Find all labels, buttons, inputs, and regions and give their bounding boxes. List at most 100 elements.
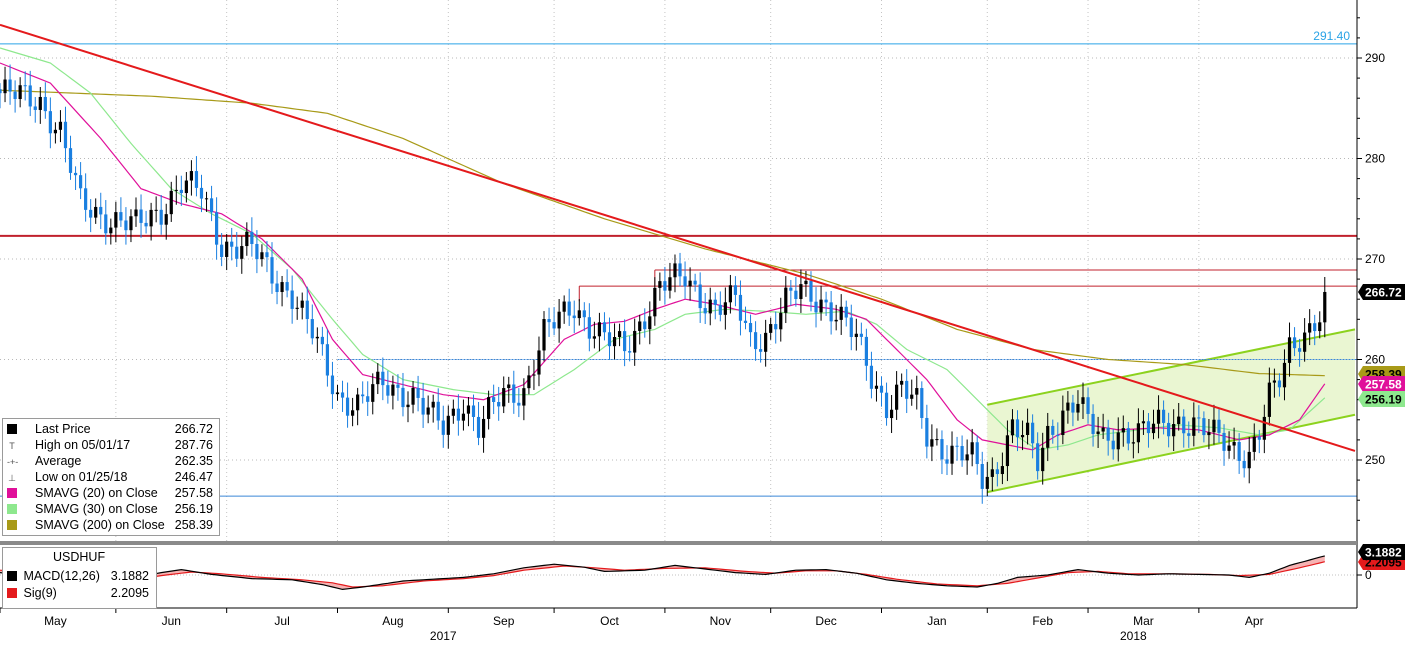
candle-body [879,385,884,393]
candle-body [743,320,748,323]
candle-body [915,388,919,395]
candle-body [225,241,229,257]
candle-body [1010,419,1015,436]
candle-body [1277,380,1282,388]
candle-body [1287,337,1292,363]
candle-body [94,206,98,218]
candle-body [708,299,712,314]
candle-body [1308,323,1312,333]
candle-body [1076,403,1080,413]
x-tick-label: Mar [1133,614,1154,628]
legend-swatch [7,571,17,581]
candle-body [1041,447,1045,472]
candle-body [854,333,858,338]
candle-body [58,121,63,130]
candle-body [713,299,717,305]
candle-body [869,365,874,389]
candle-body [1000,466,1004,475]
candle-body [199,187,204,199]
macd-legend: USDHUF MACD(12,26) 3.1882 Sig(9) 2.2095 [2,547,157,609]
candle-body [1212,419,1216,433]
candle-body [119,212,123,221]
candle-body [1066,402,1070,411]
candle-body [925,417,929,447]
candle-body [38,96,42,110]
candle-body [774,324,778,330]
macd-tag-bg [1358,544,1405,560]
candle-body [204,198,209,200]
legend-swatch [7,588,17,598]
legend-label: Average [35,454,82,468]
price-tag: 257.58 [1358,376,1405,392]
candle-body [920,388,924,418]
legend-label: SMAVG (20) on Close [35,486,158,500]
candle-body [340,392,345,398]
candle-body [930,439,934,447]
candle-body [859,333,863,337]
legend-swatch [7,520,17,530]
candle-body [703,308,707,314]
candle-body [154,209,158,211]
x-tick-label: Jul [274,614,289,628]
candle-body [194,171,199,188]
candle-body [416,388,420,398]
candle-body [295,307,299,309]
candle-body [53,129,58,134]
candle-body [1177,416,1181,425]
legend-item-last-price: Last Price 266.72 [7,422,217,437]
candle-body [351,410,355,416]
candle-body [406,404,410,408]
candle-body [809,280,813,302]
candle-body [769,324,773,333]
panel-divider [0,541,1357,545]
candle-body [905,380,909,399]
candle-body [612,337,617,347]
candle-body [149,209,153,227]
candle-body [245,231,249,247]
candle-body [617,331,622,338]
y-tick-label: 290 [1365,51,1385,65]
candle-body [28,85,32,107]
candle-body [446,415,450,435]
candle-body [1151,423,1156,434]
candle-body [1046,425,1050,448]
moving-averages [0,47,1326,451]
candle-body [638,321,642,331]
candle-body [814,301,818,313]
x-year-label: 2018 [1120,629,1147,643]
candle-body [975,442,979,465]
candle-body [305,300,309,320]
candle-body [1141,421,1146,424]
candle-body [235,246,239,259]
legend-label: Low on 01/25/18 [35,470,128,484]
legend-item-average: -+- Average 262.35 [7,454,217,469]
legend-label: SMAVG (30) on Close [35,502,158,516]
candle-body [537,350,541,375]
candle-body [230,241,234,247]
legend-swatch [7,424,17,434]
legend-value: 256.19 [174,502,213,516]
candle-body [265,252,269,258]
candle-body [804,280,808,285]
candle-body [1222,432,1226,451]
x-tick-label: Apr [1245,614,1264,628]
legend-label: Last Price [35,422,91,436]
candle-body [209,198,214,213]
candle-body [481,418,486,438]
candle-body [1262,416,1266,440]
legend-value: 266.72 [174,422,213,436]
candle-body [985,476,989,489]
candle-body [572,315,576,319]
candle-body [799,284,803,300]
candle-body [471,405,476,417]
candle-body [1237,441,1241,461]
candle-body [1167,422,1171,437]
candle-body [733,285,738,295]
candle-body [512,384,516,403]
x-tick-label: Jun [162,614,181,628]
candle-body [391,384,395,396]
channel-fill [987,329,1355,493]
downtrend-line [0,23,1356,452]
macd-panel-bg [0,545,1357,608]
